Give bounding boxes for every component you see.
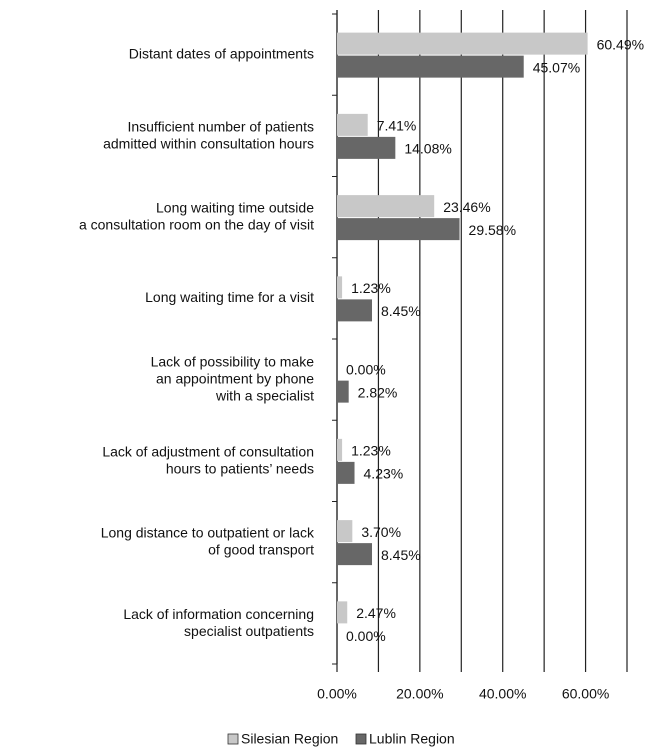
bar	[337, 32, 588, 55]
bar	[337, 195, 435, 218]
category-label: Long distance to outpatient or lack of go…	[101, 524, 315, 557]
legend-swatch	[227, 733, 239, 745]
value-label: 29.58%	[469, 222, 516, 238]
x-tick-label: 60.00%	[562, 686, 609, 702]
value-label: 7.41%	[377, 118, 417, 134]
bar	[337, 380, 349, 403]
bar	[337, 55, 524, 78]
x-tick-label: 20.00%	[396, 686, 443, 702]
category-label: Insufficient number of patients admitted …	[103, 118, 314, 151]
bar	[337, 113, 368, 136]
value-label: 8.45%	[381, 303, 421, 319]
bar	[337, 136, 396, 159]
value-label: 0.00%	[346, 628, 386, 644]
legend-label: Silesian Region	[241, 731, 338, 747]
x-tick-label: 40.00%	[479, 686, 526, 702]
value-label: 0.00%	[346, 361, 386, 377]
bar	[337, 299, 373, 322]
bar	[337, 218, 460, 241]
value-label: 60.49%	[597, 36, 644, 52]
value-label: 4.23%	[364, 466, 404, 482]
legend-swatch	[355, 733, 367, 745]
category-label: Lack of adjustment of consultation hours …	[102, 443, 314, 476]
bar	[337, 543, 373, 566]
bar	[337, 461, 355, 484]
legend-label: Lublin Region	[369, 731, 455, 747]
value-label: 1.23%	[351, 280, 391, 296]
value-label: 8.45%	[381, 547, 421, 563]
value-label: 1.23%	[351, 443, 391, 459]
value-label: 14.08%	[404, 141, 451, 157]
bar	[337, 520, 353, 543]
category-label: Long waiting time for a visit	[145, 289, 314, 305]
value-label: 3.70%	[361, 524, 401, 540]
category-label: Long waiting time outside a consultation …	[79, 199, 314, 232]
bar	[337, 438, 343, 461]
value-label: 23.46%	[443, 199, 490, 215]
category-label: Distant dates of appointments	[129, 45, 314, 61]
value-label: 2.47%	[356, 605, 396, 621]
bar	[337, 601, 348, 624]
value-label: 2.82%	[358, 384, 398, 400]
x-tick-label: 0.00%	[317, 686, 357, 702]
category-label: Lack of possibility to make an appointmen…	[151, 353, 315, 403]
value-label: 45.07%	[533, 59, 580, 75]
category-label: Lack of information concerning specialist…	[123, 606, 314, 639]
bar	[337, 276, 343, 299]
